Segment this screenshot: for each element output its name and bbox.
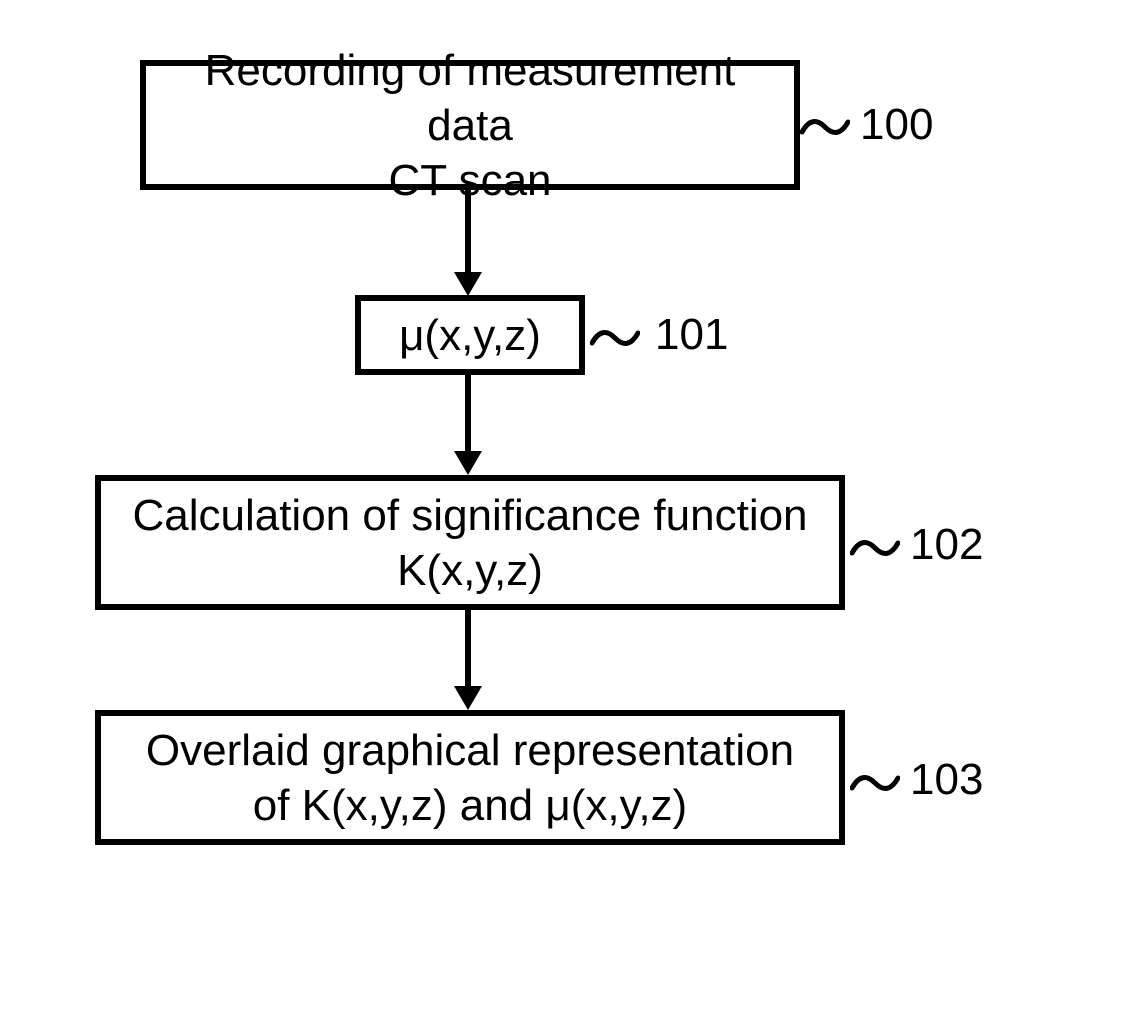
arrow-2 (465, 375, 471, 455)
label-101: 101 (655, 310, 728, 360)
node-recording-text: Recording of measurement data CT scan (158, 43, 782, 208)
node-recording: Recording of measurement data CT scan (140, 60, 800, 190)
connector-tilde-103 (850, 768, 900, 798)
connector-tilde-100 (800, 112, 850, 142)
connector-tilde-102 (850, 533, 900, 563)
label-103: 103 (910, 755, 983, 805)
arrowhead-2 (454, 451, 482, 475)
node-overlaid: Overlaid graphical representation of K(x… (95, 710, 845, 845)
arrow-1 (465, 190, 471, 276)
node-overlaid-text: Overlaid graphical representation of K(x… (146, 723, 794, 833)
arrowhead-3 (454, 686, 482, 710)
arrow-3 (465, 610, 471, 690)
connector-tilde-101 (590, 323, 640, 353)
label-100: 100 (860, 100, 933, 150)
arrowhead-1 (454, 272, 482, 296)
node-significance-text: Calculation of significance function K(x… (132, 488, 807, 598)
node-mu: μ(x,y,z) (355, 295, 585, 375)
node-mu-text: μ(x,y,z) (399, 308, 541, 363)
label-102: 102 (910, 520, 983, 570)
node-significance: Calculation of significance function K(x… (95, 475, 845, 610)
